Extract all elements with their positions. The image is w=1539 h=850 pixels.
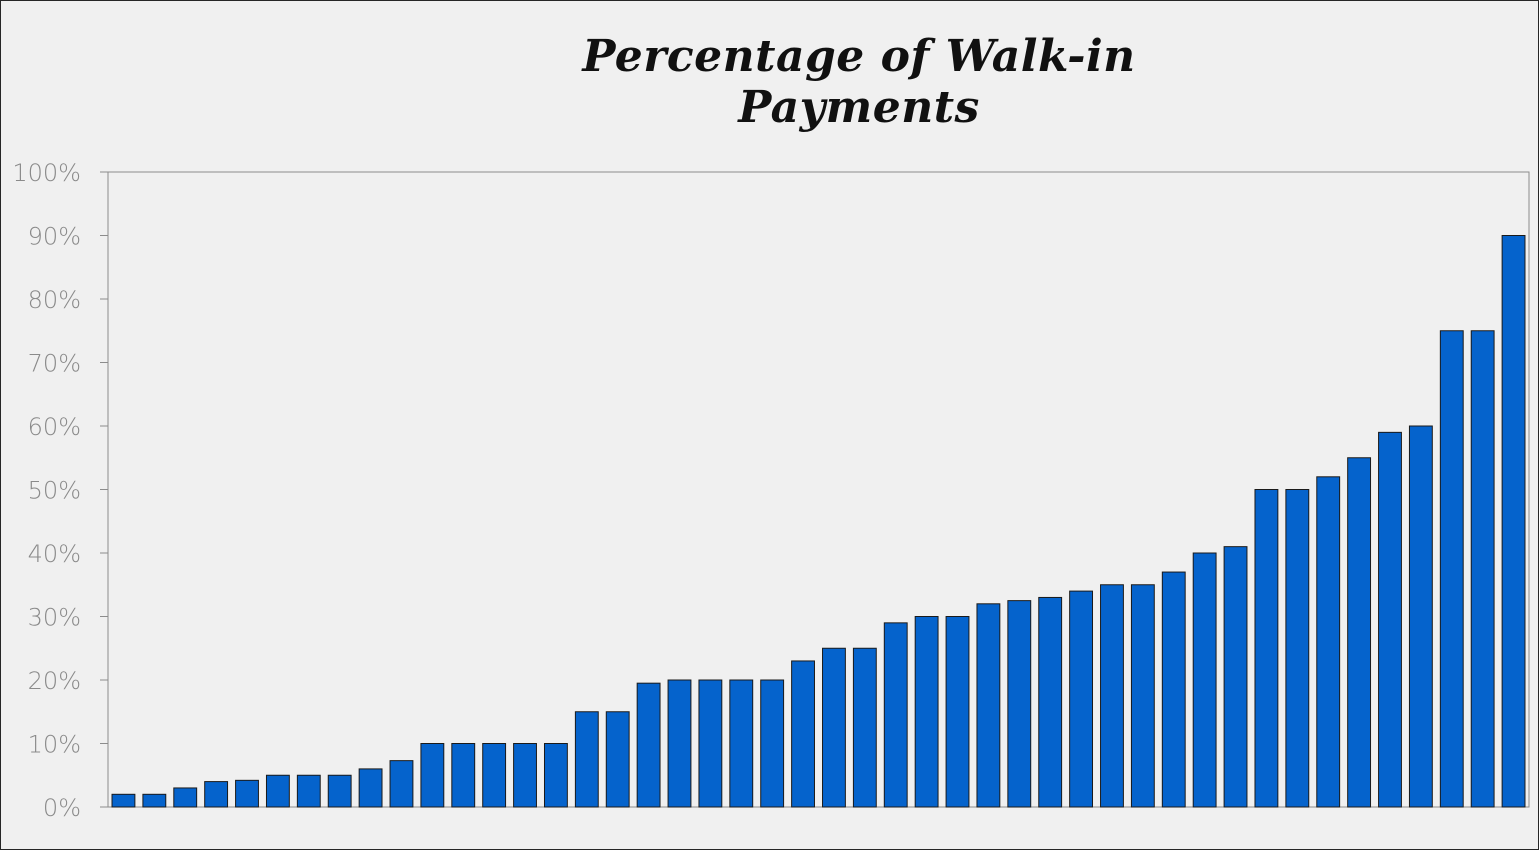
bar — [451, 743, 476, 808]
chart-title: Percentage of Walk-in Payments — [582, 31, 1136, 133]
bars-layer — [111, 235, 1526, 808]
bar — [914, 616, 939, 808]
bar — [1254, 489, 1279, 808]
bar — [1130, 584, 1155, 808]
bar — [358, 768, 383, 808]
bar — [204, 781, 229, 808]
bar — [1223, 546, 1248, 808]
y-tick-label: 60% — [28, 413, 81, 441]
y-tick-label: 80% — [28, 286, 81, 314]
bar — [698, 679, 723, 808]
bar — [822, 647, 846, 808]
bar — [883, 622, 908, 808]
y-tick-label: 20% — [28, 667, 81, 695]
y-tick-label: 90% — [28, 223, 81, 251]
bar — [543, 743, 568, 808]
y-tick-label: 50% — [28, 477, 81, 505]
bar — [729, 679, 754, 808]
plot-area-frame — [107, 171, 1530, 808]
bar — [1316, 476, 1341, 808]
bar — [1100, 584, 1124, 808]
y-tick-label: 0% — [43, 794, 81, 822]
bar — [389, 760, 414, 808]
y-tick-label: 100% — [12, 159, 81, 187]
bar — [791, 660, 815, 808]
bar — [235, 779, 259, 808]
bar — [852, 647, 877, 808]
bar — [513, 743, 537, 808]
bar — [1439, 330, 1464, 808]
bar — [605, 711, 630, 808]
bar — [1161, 571, 1186, 808]
bar — [142, 793, 167, 808]
y-tick-label: 30% — [28, 604, 81, 632]
y-axis-ticks: 0% 10% 20% 30% 40% 50% 60% 70% 80% 90% 100% — [12, 159, 108, 822]
bar — [1007, 600, 1032, 808]
bar — [574, 711, 599, 808]
y-tick-label: 10% — [28, 731, 81, 759]
bar — [1069, 590, 1094, 808]
bar — [1192, 552, 1217, 808]
bar — [420, 743, 445, 808]
bar — [760, 679, 785, 808]
y-tick-label: 70% — [28, 350, 81, 378]
bar — [636, 682, 661, 808]
bar — [1501, 235, 1526, 808]
bar — [1347, 457, 1372, 808]
bar — [296, 774, 321, 808]
bar — [1470, 330, 1495, 808]
bar — [945, 616, 970, 808]
bar — [482, 743, 507, 808]
bar — [976, 603, 1001, 808]
bar — [1285, 489, 1310, 808]
y-tick-label: 40% — [28, 540, 81, 568]
bar — [1378, 431, 1402, 808]
bar — [327, 774, 352, 808]
bar — [111, 793, 136, 808]
bar — [667, 679, 692, 808]
bar — [1408, 425, 1433, 808]
bar — [265, 774, 290, 808]
bar — [173, 787, 198, 808]
bar — [1038, 596, 1063, 808]
